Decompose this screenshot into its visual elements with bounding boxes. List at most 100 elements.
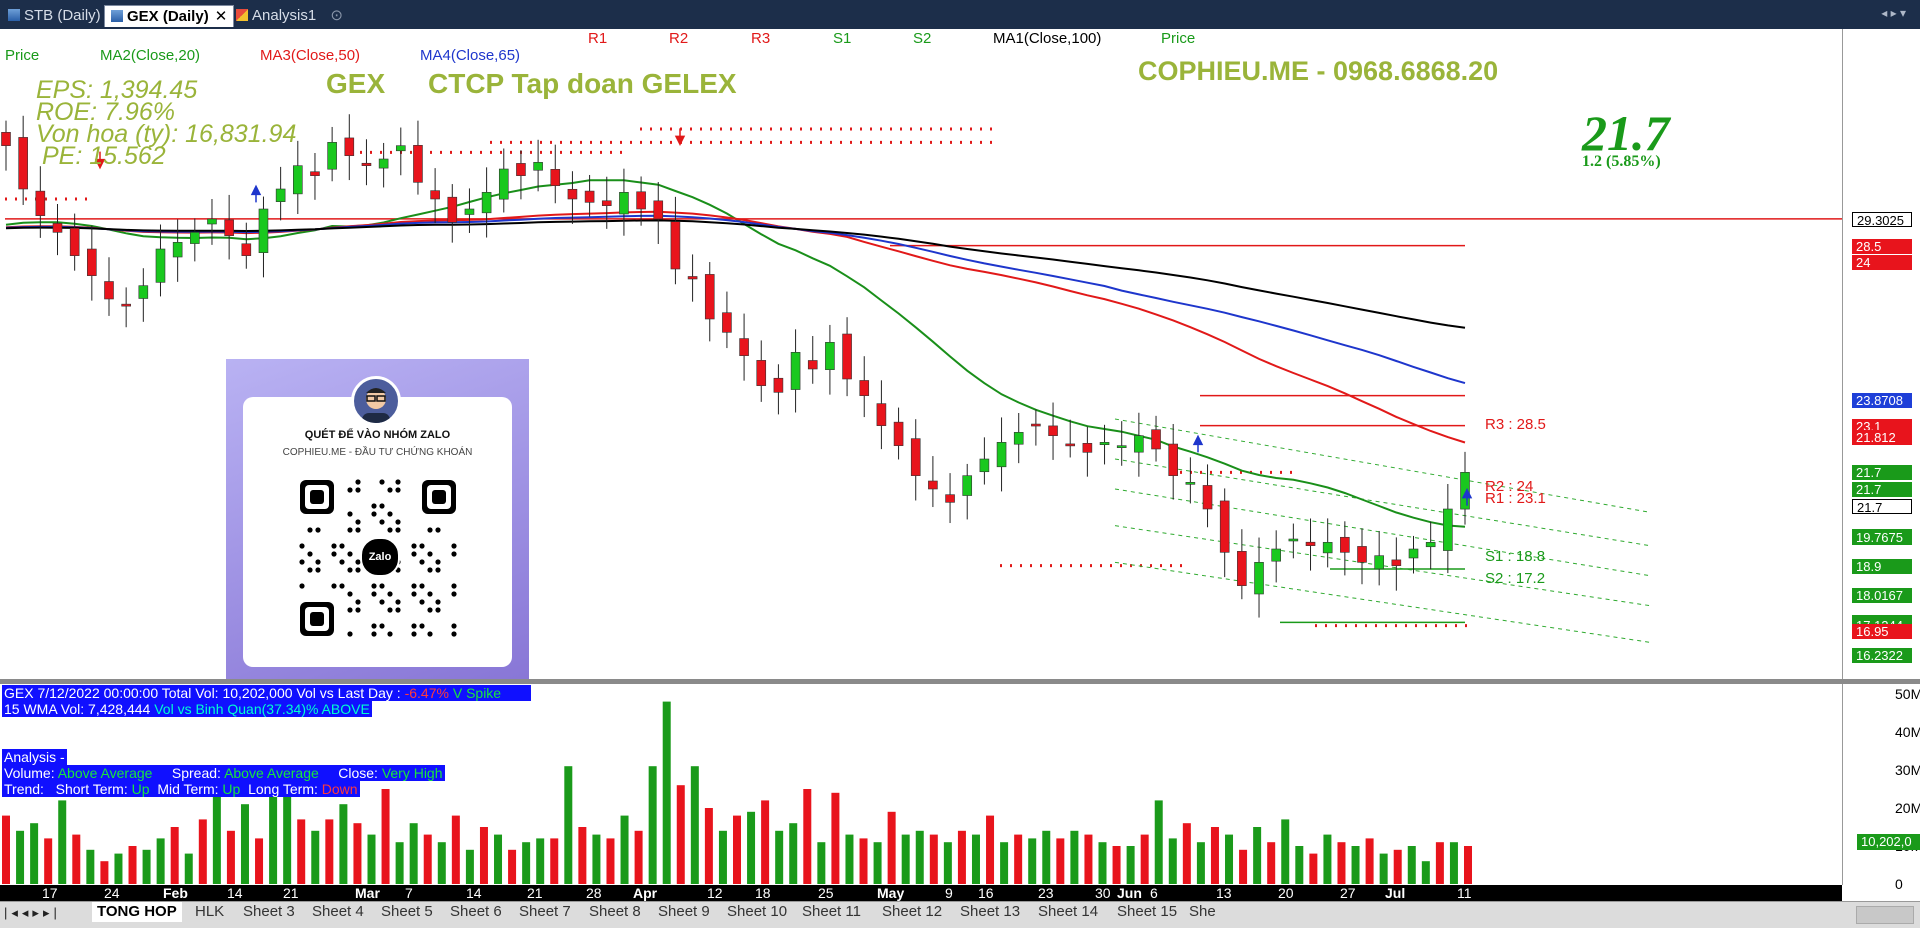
volume-axis-tick: 40M xyxy=(1895,724,1920,740)
date-axis-label: 21 xyxy=(527,885,543,901)
candle-up xyxy=(275,188,286,202)
candle-up xyxy=(1134,435,1144,453)
qr-dot xyxy=(427,551,433,557)
volume-bar-up xyxy=(367,834,376,884)
legend-ma2: MA2(Close,20) xyxy=(100,47,201,64)
close-icon[interactable]: ✕ xyxy=(214,8,228,25)
sheet-tab[interactable]: Sheet 4 xyxy=(312,903,364,920)
price-axis-tag: 19.7675 xyxy=(1852,529,1912,545)
sheet-tab[interactable]: Sheet 13 xyxy=(960,903,1021,920)
volume-bar-down xyxy=(100,861,109,884)
volume-axis-tick: 50M xyxy=(1895,686,1920,702)
volume-bar-up xyxy=(465,849,474,884)
sheet-tab[interactable]: HLK xyxy=(195,903,225,920)
volume-bar-up xyxy=(1449,842,1458,884)
candle-down xyxy=(722,312,732,333)
sheet-tab[interactable]: Sheet 7 xyxy=(519,903,571,920)
qr-dot xyxy=(435,559,441,565)
candle-up xyxy=(1013,432,1024,445)
tab-gex-daily[interactable]: GEX (Daily) ✕ xyxy=(104,5,235,27)
volume-bar-down xyxy=(44,838,53,884)
candle-down xyxy=(1357,546,1367,563)
qr-dot xyxy=(451,583,457,589)
price-chart[interactable] xyxy=(0,29,1842,679)
qr-dot xyxy=(435,567,441,573)
volume-bar-up xyxy=(1042,830,1051,884)
volume-bar-down xyxy=(578,827,587,884)
volume-bar-down xyxy=(1014,834,1023,884)
candle-down xyxy=(1151,429,1161,450)
price-axis-tag: 21.7 xyxy=(1852,465,1912,481)
volume-bar-up xyxy=(718,830,727,884)
sheet-tab[interactable]: Sheet 11 xyxy=(802,903,861,920)
candle-down xyxy=(1,132,11,146)
roe-text: ROE: 7.96% xyxy=(36,98,175,126)
price-axis-tag: 18.0167 xyxy=(1852,588,1912,604)
sheet-tab[interactable]: Sheet 10 xyxy=(727,903,788,920)
horizontal-scrollbar[interactable] xyxy=(1856,906,1914,924)
candle-down xyxy=(18,137,28,190)
qr-code[interactable] xyxy=(298,478,458,638)
price-chart-pane[interactable] xyxy=(0,29,1842,679)
volume-chart-pane[interactable] xyxy=(0,684,1842,885)
volume-bar-up xyxy=(873,842,882,884)
date-axis-label: 9 xyxy=(945,885,953,901)
volume-bar-up xyxy=(339,804,348,884)
mid-term-value: Up xyxy=(222,781,241,797)
ma100-line xyxy=(5,219,1466,329)
candle-up xyxy=(979,458,990,473)
candle-down xyxy=(842,333,852,380)
sheet-tab[interactable]: She xyxy=(1189,903,1216,920)
qr-dot xyxy=(451,551,457,557)
qr-dot xyxy=(387,511,393,517)
analysis-icon xyxy=(236,9,248,21)
channel-line-3 xyxy=(1114,561,1651,643)
tab-analysis1[interactable]: Analysis1 ⊙ xyxy=(230,5,349,27)
legend-r1: R1 xyxy=(588,30,608,47)
sheet-tab[interactable]: Sheet 14 xyxy=(1038,903,1099,920)
date-axis[interactable] xyxy=(0,885,1842,901)
sheet-tab[interactable]: Sheet 6 xyxy=(450,903,502,920)
tab-stb-daily[interactable]: STB (Daily) xyxy=(2,5,107,27)
qr-dot xyxy=(307,527,313,533)
volume-bar-down xyxy=(1182,823,1191,884)
volume-axis[interactable] xyxy=(1842,684,1920,885)
sheet-tab[interactable]: Sheet 12 xyxy=(882,903,943,920)
date-axis-label: 30 xyxy=(1095,885,1111,901)
candle-up xyxy=(207,218,217,225)
candle-up xyxy=(172,242,183,258)
volume-bar-up xyxy=(30,823,39,884)
sheet-nav-arrows[interactable]: |◂◂▸▸| xyxy=(4,905,61,920)
sheet-tab[interactable]: Sheet 15 xyxy=(1117,903,1178,920)
price-axis-tag: 21.7 xyxy=(1852,482,1912,497)
volume-bar-up xyxy=(901,834,910,884)
sheet-tab[interactable]: TONG HOP xyxy=(92,902,182,922)
tab-scroll-arrows[interactable]: ◂ ▸ ▾ xyxy=(1881,6,1906,20)
volume-bar-up xyxy=(1295,846,1304,884)
date-axis-label: Jun xyxy=(1117,885,1142,901)
volume-chart[interactable] xyxy=(0,684,1842,885)
volume-bar-up xyxy=(662,701,671,884)
price-axis-tag: 21.7 xyxy=(1852,498,1912,515)
sheet-tab[interactable]: Sheet 8 xyxy=(589,903,641,920)
volume-bar-down xyxy=(479,827,488,884)
sheet-tab[interactable]: Sheet 3 xyxy=(243,903,295,920)
qr-dot xyxy=(299,559,305,565)
volume-value: Above Average xyxy=(57,765,153,781)
candle-down xyxy=(945,494,955,503)
sheet-tab[interactable]: Sheet 5 xyxy=(381,903,433,920)
volume-axis-tick: 20M xyxy=(1895,800,1920,816)
qr-dot xyxy=(395,599,401,605)
volume-bar-up xyxy=(592,834,601,884)
qr-dot xyxy=(347,527,353,533)
sheet-tab[interactable]: Sheet 9 xyxy=(658,903,710,920)
signal-arrow-up xyxy=(1461,487,1473,506)
candle-down xyxy=(69,227,80,256)
volume-axis-tick: 30M xyxy=(1895,762,1920,778)
candle-down xyxy=(361,162,372,166)
legend-ma3: MA3(Close,50) xyxy=(260,47,361,64)
volume-bar-down xyxy=(957,830,966,884)
pane-divider[interactable] xyxy=(0,679,1920,684)
price-axis[interactable] xyxy=(1842,29,1920,679)
pin-icon[interactable]: ⊙ xyxy=(330,7,343,24)
